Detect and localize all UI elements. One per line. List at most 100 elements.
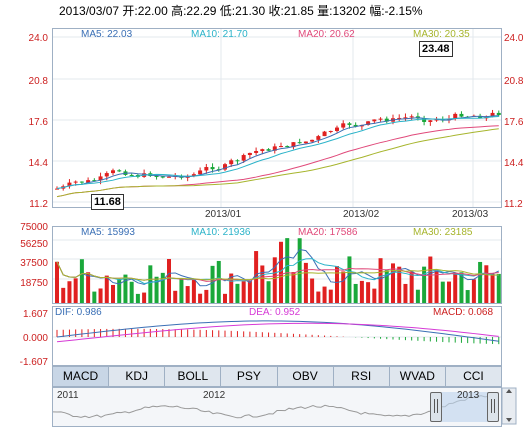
tab-cci[interactable]: CCI (463, 369, 484, 383)
macd-dea-label: DEA: 0.952 (249, 307, 301, 318)
tab-macd[interactable]: MACD (53, 367, 110, 386)
candle-body (478, 115, 483, 119)
range-navigator[interactable]: 2011 2012 2013 (52, 387, 502, 427)
price-ma10-label: MA10: 21.70 (191, 29, 248, 40)
navigator-series (53, 394, 494, 419)
candle-body (98, 176, 103, 181)
candle-body (322, 131, 327, 137)
volume-bar (104, 275, 109, 303)
volume-bar (453, 272, 458, 303)
price-ytick-left: 20.8 (28, 76, 48, 87)
volume-bar (179, 278, 184, 303)
candle-body (459, 113, 464, 117)
indicator-tab-bar: MACD KDJ BOLL PSY OBV RSI WVAD CCI (52, 366, 502, 387)
volume-bar (148, 265, 153, 303)
date-tick: 2013/03 (452, 209, 489, 220)
candle-body (272, 146, 277, 151)
volume-bar (328, 289, 333, 303)
price-ma5-label: MA5: 22.03 (81, 29, 133, 40)
volume-bar (366, 282, 371, 303)
macd-ytick: -1.607 (19, 357, 48, 368)
macd-chart-panel[interactable]: DIF: 0.986 DEA: 0.952 MACD: 0.068 (52, 306, 502, 366)
candle-body (129, 174, 134, 176)
vol-ma-line (56, 248, 500, 287)
candle-body (111, 170, 115, 174)
ma-line (56, 128, 499, 198)
candle-body (297, 142, 302, 144)
volume-chart-panel[interactable]: MA5: 15993 MA10: 21936 MA20: 17586 MA30:… (52, 226, 502, 304)
candle-body (285, 146, 290, 148)
tab-boll[interactable]: BOLL (165, 367, 222, 386)
vol-ma5-label: MA5: 15993 (81, 227, 135, 238)
macd-dif-label: DIF: 0.986 (55, 307, 102, 318)
tab-rsi[interactable]: RSI (334, 367, 390, 386)
ma-line (56, 115, 499, 190)
volume-bar (279, 241, 283, 303)
price-ytick-left: 17.6 (28, 117, 48, 128)
range-start-handle[interactable] (430, 392, 442, 422)
candle-body (384, 118, 389, 122)
volume-bar (490, 273, 495, 303)
price-ytick-left: 14.4 (28, 158, 48, 169)
volume-bar (378, 258, 383, 303)
volume-bar (447, 281, 451, 303)
candle-body (92, 180, 97, 182)
volume-bar (247, 281, 252, 303)
price-ytick-right: 24.0 (504, 33, 524, 44)
candle-body (67, 182, 72, 187)
tab-wvad[interactable]: WVAD (390, 367, 446, 386)
volume-bar (123, 274, 128, 303)
candle-body (453, 113, 458, 119)
volume-bar (173, 290, 178, 303)
range-end-handle[interactable] (487, 392, 499, 422)
candle-body (353, 124, 358, 127)
volume-bar (484, 265, 489, 303)
range-scrollbar[interactable] (501, 387, 517, 425)
tab-kdj[interactable]: KDJ (109, 367, 166, 386)
candle-body (316, 136, 321, 140)
volume-bar (229, 273, 234, 303)
volume-bar (316, 291, 321, 303)
nav-year-label: 2011 (57, 390, 79, 401)
volume-bar (428, 256, 433, 303)
vol-ma20-label: MA20: 17586 (298, 227, 358, 238)
candle-body (341, 123, 346, 128)
nav-year-label: 2012 (203, 390, 226, 401)
volume-bar (160, 272, 165, 303)
volume-bar (291, 272, 296, 303)
candle-body (167, 176, 171, 178)
volume-bar (61, 287, 66, 303)
candle-body (422, 118, 427, 122)
navigator-selection (435, 392, 491, 422)
volume-bar (359, 280, 364, 303)
candle-body (403, 117, 408, 119)
volume-bar (73, 278, 78, 303)
price-ytick-left: 11.2 (29, 199, 48, 210)
candle-body (104, 173, 109, 177)
volume-bar (266, 281, 271, 303)
volume-bar (86, 272, 91, 303)
volume-bar (204, 289, 209, 303)
candle-body (279, 146, 283, 148)
candle-body (366, 121, 371, 125)
candle-body (79, 181, 84, 183)
tab-obv[interactable]: OBV (278, 367, 334, 386)
candle-body (241, 155, 246, 161)
volume-bar (391, 263, 395, 303)
volume-bar (285, 238, 290, 303)
volume-bar (322, 286, 327, 303)
volume-bar (409, 271, 414, 303)
volume-bar (129, 281, 134, 303)
volume-bar (440, 281, 445, 303)
volume-bar (92, 291, 97, 303)
vol-ytick: 37500 (20, 258, 48, 269)
tab-psy[interactable]: PSY (221, 367, 278, 386)
candle-body (223, 164, 227, 170)
candle-body (310, 139, 315, 142)
price-ytick-right: 20.8 (504, 76, 524, 87)
price-chart-panel[interactable]: MA5: 22.03 MA10: 21.70 MA20: 20.62 MA30:… (52, 28, 502, 210)
macd-chart-svg (53, 320, 501, 345)
candle-body (191, 174, 196, 177)
vol-ytick: 75000 (20, 222, 48, 233)
candle-body (198, 170, 203, 175)
